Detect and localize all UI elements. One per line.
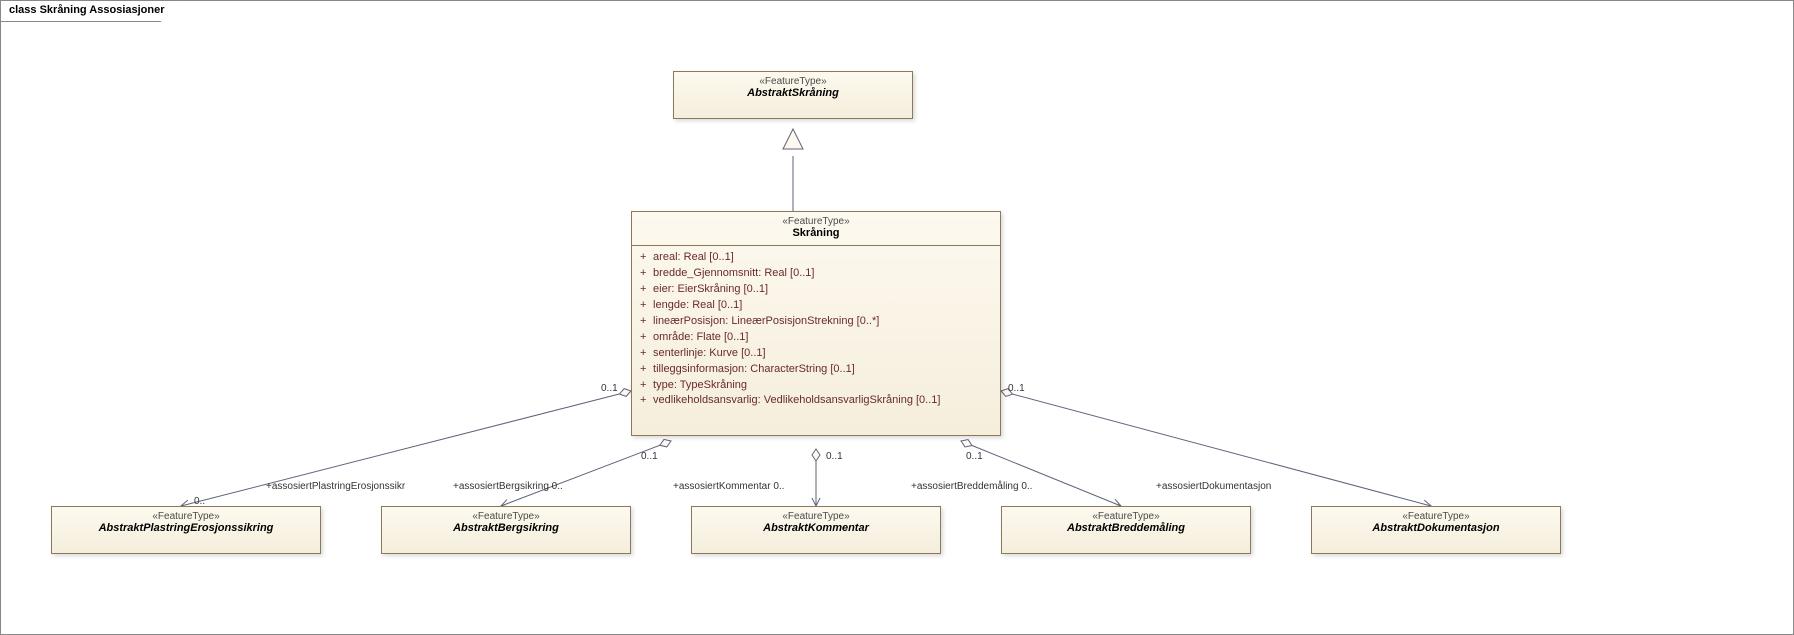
class-dokumentasjon[interactable]: «FeatureType» AbstraktDokumentasjon bbox=[1311, 506, 1561, 554]
stereotype: «FeatureType» bbox=[1318, 511, 1554, 522]
stereotype: «FeatureType» bbox=[638, 216, 994, 227]
uml-diagram-frame: class Skråning Assosiasjoner «FeatureTyp… bbox=[0, 0, 1794, 635]
attribute-row: + vedlikeholdsansvarlig: Vedlikeholdsans… bbox=[640, 393, 992, 409]
attribute-row: + eier: EierSkråning [0..1] bbox=[640, 282, 992, 298]
class-abstrakt-skraning[interactable]: «FeatureType» AbstraktSkråning bbox=[673, 71, 913, 119]
multiplicity-target: 0.. bbox=[194, 496, 205, 507]
class-erosjon[interactable]: «FeatureType» AbstraktPlastringErosjonss… bbox=[51, 506, 321, 554]
class-name: AbstraktSkråning bbox=[680, 87, 906, 99]
class-name: AbstraktDokumentasjon bbox=[1318, 522, 1554, 534]
class-bergsikring[interactable]: «FeatureType» AbstraktBergsikring bbox=[381, 506, 631, 554]
attributes-compartment: + areal: Real [0..1]+ bredde_Gjennomsnit… bbox=[632, 246, 1000, 415]
attribute-row: + lengde: Real [0..1] bbox=[640, 298, 992, 314]
multiplicity-source: 0..1 bbox=[826, 451, 843, 462]
association-role-label: +assosiertKommentar 0.. bbox=[673, 481, 784, 492]
attribute-row: + bredde_Gjennomsnitt: Real [0..1] bbox=[640, 266, 992, 282]
stereotype: «FeatureType» bbox=[680, 76, 906, 87]
class-header: «FeatureType» AbstraktBreddemåling bbox=[1002, 507, 1250, 540]
association-role-label: +assosiertDokumentasjon bbox=[1156, 481, 1271, 492]
class-skraning[interactable]: «FeatureType» Skråning + areal: Real [0.… bbox=[631, 211, 1001, 436]
class-header: «FeatureType» AbstraktDokumentasjon bbox=[1312, 507, 1560, 540]
diagram-title-tab: class Skråning Assosiasjoner bbox=[0, 0, 179, 22]
stereotype: «FeatureType» bbox=[698, 511, 934, 522]
class-header: «FeatureType» AbstraktSkråning bbox=[674, 72, 912, 105]
class-name: Skråning bbox=[638, 227, 994, 239]
attribute-row: + type: TypeSkråning bbox=[640, 378, 992, 394]
stereotype: «FeatureType» bbox=[388, 511, 624, 522]
class-header: «FeatureType» Skråning bbox=[632, 212, 1000, 246]
diagram-title: class Skråning Assosiasjoner bbox=[9, 4, 165, 16]
multiplicity-source: 0..1 bbox=[1008, 383, 1025, 394]
multiplicity-source: 0..1 bbox=[966, 451, 983, 462]
class-header: «FeatureType» AbstraktPlastringErosjonss… bbox=[52, 507, 320, 540]
class-name: AbstraktKommentar bbox=[698, 522, 934, 534]
class-breddemaling[interactable]: «FeatureType» AbstraktBreddemåling bbox=[1001, 506, 1251, 554]
multiplicity-source: 0..1 bbox=[601, 383, 618, 394]
association-role-label: +assosiertBreddemåling 0.. bbox=[911, 481, 1032, 492]
attribute-row: + tilleggsinformasjon: CharacterString [… bbox=[640, 362, 992, 378]
attribute-row: + område: Flate [0..1] bbox=[640, 330, 992, 346]
stereotype: «FeatureType» bbox=[1008, 511, 1244, 522]
stereotype: «FeatureType» bbox=[58, 511, 314, 522]
class-name: AbstraktPlastringErosjonssikring bbox=[58, 522, 314, 534]
multiplicity-source: 0..1 bbox=[641, 451, 658, 462]
class-name: AbstraktBergsikring bbox=[388, 522, 624, 534]
attribute-row: + lineærPosisjon: LineærPosisjonStreknin… bbox=[640, 314, 992, 330]
attribute-row: + areal: Real [0..1] bbox=[640, 250, 992, 266]
class-header: «FeatureType» AbstraktKommentar bbox=[692, 507, 940, 540]
attribute-row: + senterlinje: Kurve [0..1] bbox=[640, 346, 992, 362]
association-role-label: +assosiertPlastringErosjonssikr bbox=[266, 481, 405, 492]
class-header: «FeatureType» AbstraktBergsikring bbox=[382, 507, 630, 540]
class-name: AbstraktBreddemåling bbox=[1008, 522, 1244, 534]
class-kommentar[interactable]: «FeatureType» AbstraktKommentar bbox=[691, 506, 941, 554]
association-role-label: +assosiertBergsikring 0.. bbox=[453, 481, 563, 492]
